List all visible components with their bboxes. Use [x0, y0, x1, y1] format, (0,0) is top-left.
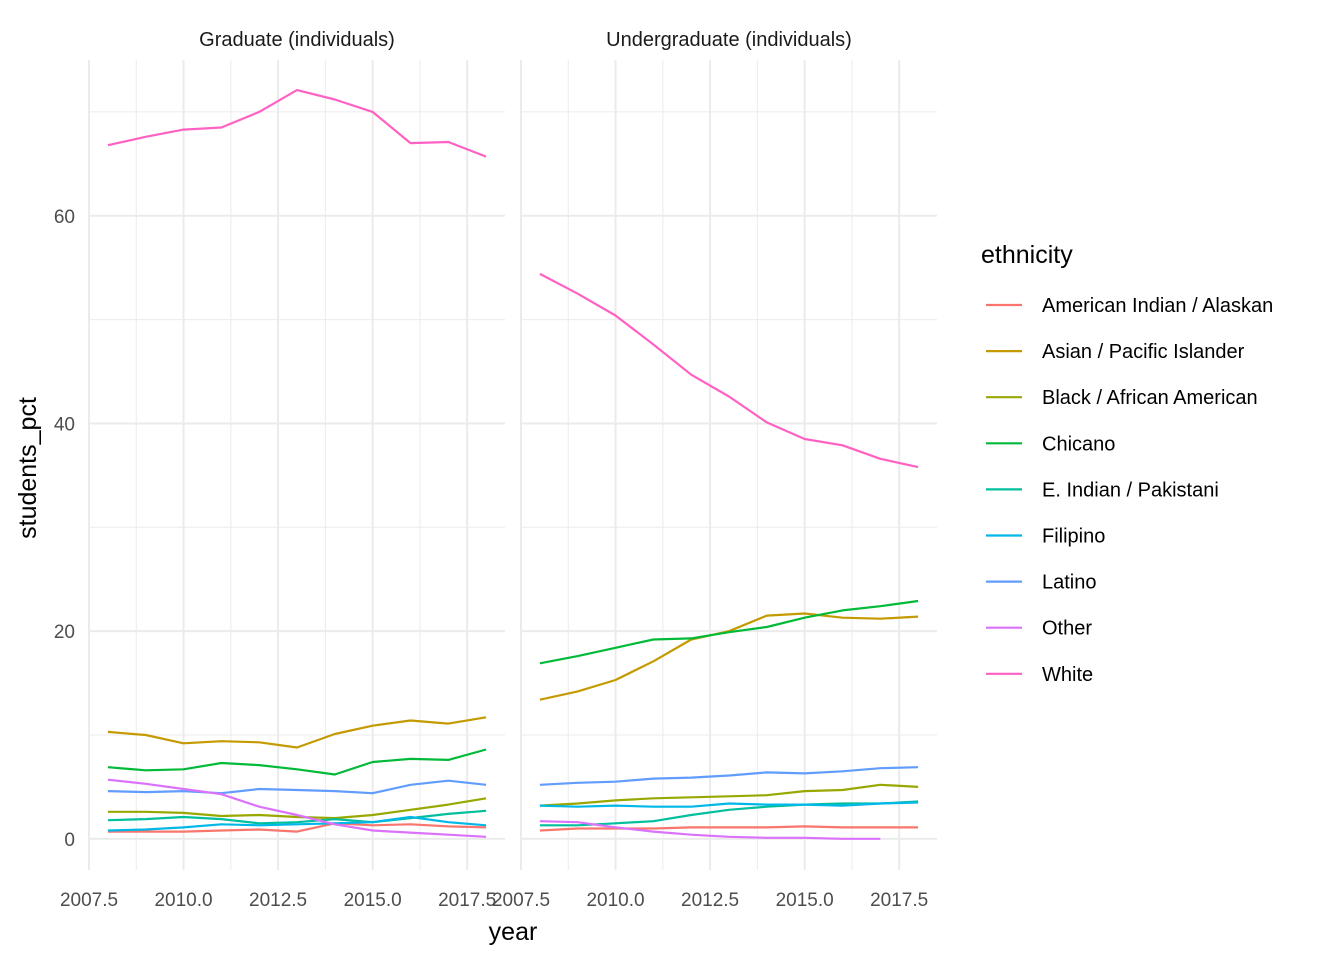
legend-label: American Indian / Alaskan [1042, 295, 1273, 317]
panels-layer: Graduate (individuals) 2007.5 2010.0 2012.5… [54, 29, 937, 911]
x-axis-title: year [489, 918, 538, 946]
legend-label: Chicano [1042, 433, 1115, 455]
series-line-other [107, 778, 487, 838]
series-line-black-african-american [107, 797, 487, 820]
panel-undergraduate-individuals: Undergraduate (individuals) 2007.5 2010.0 2… [492, 29, 937, 911]
series-line-latino [539, 766, 919, 786]
x-tick-label: 2010.0 [586, 890, 644, 911]
legend-item-american-indian-alaskan: American Indian / Alaskan [986, 295, 1273, 317]
x-tick-label: 2012.5 [249, 890, 307, 911]
x-tick-label: 2012.5 [681, 890, 739, 911]
legend: ethnicity American Indian / Alaskan Asian… [981, 241, 1273, 686]
series-line-white [107, 89, 487, 158]
series-line-asian-pacific-islander [107, 716, 487, 749]
y-tick-label: 60 [54, 207, 75, 228]
x-tick-label: 2015.0 [776, 890, 834, 911]
panel-title: Undergraduate (individuals) [606, 29, 852, 51]
y-tick-label: 0 [64, 830, 75, 851]
series-line-e-indian-pakistani [107, 809, 487, 825]
series-line-white [539, 272, 919, 469]
series-line-black-african-american [539, 783, 919, 807]
series-line-chicano [539, 599, 919, 665]
legend-label: Black / African American [1042, 387, 1258, 409]
legend-item-white: White [986, 664, 1093, 686]
legend-label: Other [1042, 618, 1092, 640]
legend-label: Filipino [1042, 526, 1105, 548]
legend-item-chicano: Chicano [986, 433, 1115, 455]
series-line-american-indian-alaskan [539, 825, 919, 832]
legend-item-other: Other [986, 618, 1092, 640]
series-line-filipino [107, 815, 487, 832]
x-tick-label: 2007.5 [492, 890, 550, 911]
series-line-other [539, 820, 881, 840]
x-tick-label: 2007.5 [60, 890, 118, 911]
panel-graduate-individuals: Graduate (individuals) 2007.5 2010.0 2012.5… [54, 29, 505, 911]
legend-item-filipino: Filipino [986, 526, 1105, 548]
legend-item-asian-pacific-islander: Asian / Pacific Islander [986, 341, 1245, 363]
legend-label: Asian / Pacific Islander [1042, 341, 1245, 363]
legend-item-latino: Latino [986, 572, 1097, 594]
series-line-latino [107, 779, 487, 795]
x-tick-label: 2010.0 [154, 890, 212, 911]
x-tick-label: 2015.0 [344, 890, 402, 911]
panel-title: Graduate (individuals) [199, 29, 395, 51]
series-line-e-indian-pakistani [539, 800, 919, 827]
y-tick-label: 40 [54, 414, 75, 435]
series-line-asian-pacific-islander [539, 612, 919, 701]
y-axis-title: students_pct [14, 397, 42, 539]
series-line-american-indian-alaskan [107, 822, 487, 833]
legend-label: E. Indian / Pakistani [1042, 479, 1219, 501]
series-line-chicano [107, 748, 487, 776]
x-tick-label: 2017.5 [438, 890, 496, 911]
legend-item-e-indian-pakistani: E. Indian / Pakistani [986, 479, 1219, 501]
series-line-filipino [539, 801, 919, 808]
legend-label: Latino [1042, 572, 1097, 594]
legend-label: White [1042, 664, 1093, 686]
legend-item-black-african-american: Black / African American [986, 387, 1258, 409]
y-tick-label: 20 [54, 622, 75, 643]
x-tick-label: 2017.5 [870, 890, 928, 911]
legend-title: ethnicity [981, 241, 1073, 269]
